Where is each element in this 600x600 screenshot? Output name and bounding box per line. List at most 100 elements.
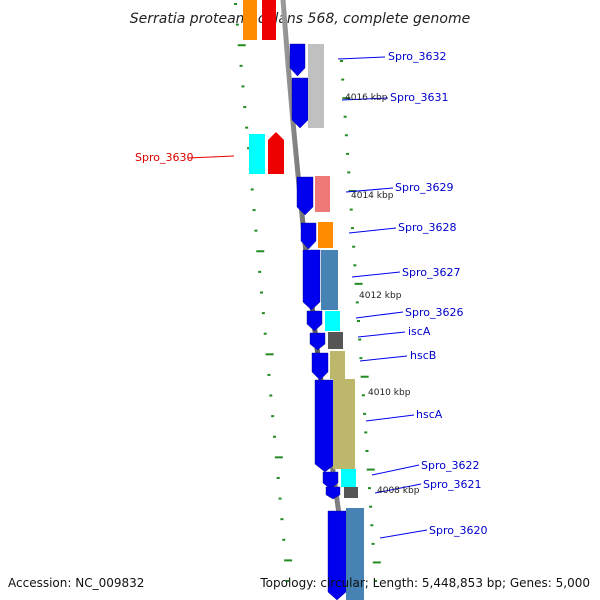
scale-tick [274, 456, 283, 459]
position-label-4012: 4012 kbp [359, 291, 402, 301]
gene-label-hsca[interactable]: hscA [416, 408, 443, 421]
scale-tick [258, 270, 262, 273]
gene-label-spro-3628[interactable]: Spro_3628 [398, 221, 456, 234]
gene-label-spro-3630[interactable]: Spro_3630 [135, 151, 193, 164]
label-leader-line [348, 227, 397, 234]
scale-tick [278, 497, 282, 500]
scale-tick [357, 320, 360, 322]
scale-tick [352, 245, 356, 248]
feature-block-steel [346, 508, 364, 600]
scale-tick [265, 353, 274, 356]
scale-tick [256, 250, 265, 253]
label-leader-line [351, 271, 401, 278]
scale-tick [267, 373, 271, 376]
feature-block-cyan [249, 134, 265, 174]
scale-tick [239, 64, 243, 67]
scale-tick [365, 450, 369, 452]
scale-tick [350, 227, 354, 230]
label-leader-line [187, 155, 235, 159]
scale-tick [271, 415, 275, 418]
gene-arrow-spro-3622 [322, 471, 339, 490]
scale-tick [340, 60, 343, 62]
genome-summary-text: Topology: circular; Length: 5,448,853 bp… [259, 576, 590, 590]
scale-tick [355, 301, 359, 304]
feature-block-gray [308, 44, 324, 128]
scale-tick [366, 468, 375, 471]
scale-tick [342, 97, 351, 100]
feature-block-khaki [330, 351, 345, 379]
label-leader-line [374, 483, 422, 494]
scale-tick [282, 538, 286, 541]
feature-block-cyan [325, 311, 340, 331]
position-label-4010: 4010 kbp [368, 388, 411, 398]
gene-label-hscb[interactable]: hscB [410, 349, 436, 362]
gene-label-spro-3626[interactable]: Spro_3626 [405, 306, 463, 319]
gene-label-spro-3622[interactable]: Spro_3622 [421, 459, 479, 472]
gene-arrow-spro-3631 [291, 77, 309, 129]
gene-label-spro-3631[interactable]: Spro_3631 [390, 91, 448, 104]
scale-tick [360, 375, 369, 378]
scale-tick [235, 23, 239, 26]
scale-tick [359, 357, 363, 360]
scale-tick [361, 394, 365, 397]
gene-label-isca[interactable]: iscA [408, 325, 431, 338]
map-title: Serratia proteamaculans 568, complete ge… [130, 11, 470, 27]
feature-block-pink [315, 176, 330, 212]
scale-tick [243, 106, 247, 109]
gene-label-spro-3621[interactable]: Spro_3621 [423, 478, 481, 491]
scale-tick [372, 561, 381, 564]
scale-tick [286, 580, 289, 582]
scale-tick [250, 188, 254, 191]
gene-arrow-spro-3629 [296, 176, 314, 216]
scale-tick [252, 209, 256, 212]
scale-tick [234, 3, 237, 5]
position-label-4016: 4016 kbp [345, 93, 388, 103]
gene-label-spro-3632[interactable]: Spro_3632 [388, 50, 446, 63]
scale-tick [254, 229, 258, 232]
scale-tick [237, 44, 246, 47]
gene-arrow-spro-3628 [300, 222, 317, 250]
label-leader-line [341, 97, 389, 101]
feature-block-steel [321, 250, 338, 310]
scale-tick [284, 559, 293, 562]
feature-block-orange [243, 0, 257, 40]
gene-arrow-spro-3620 [327, 510, 347, 600]
scale-tick [354, 282, 363, 285]
gene-label-spro-3627[interactable]: Spro_3627 [402, 266, 460, 279]
scale-tick [343, 115, 347, 118]
scale-tick [276, 476, 280, 479]
scale-tick [358, 338, 362, 341]
scale-tick [269, 394, 273, 397]
scale-tick [367, 487, 371, 490]
label-leader-line [371, 464, 420, 476]
scale-tick [245, 126, 249, 129]
gene-label-spro-3629[interactable]: Spro_3629 [395, 181, 453, 194]
scale-tick [273, 435, 276, 438]
feature-block-orange [318, 222, 333, 248]
feature-block-red [262, 0, 276, 40]
label-leaders [187, 56, 428, 539]
scale-tick [364, 431, 368, 434]
label-leader-line [355, 311, 404, 319]
scale-tick [347, 171, 351, 174]
gene-features [243, 0, 364, 600]
scale-tick [346, 152, 350, 155]
scale-tick [263, 332, 267, 335]
gene-arrow-hsca [314, 379, 336, 473]
scale-tick [344, 134, 348, 137]
position-label-4014: 4014 kbp [351, 191, 394, 201]
gene-label-spro-3620[interactable]: Spro_3620 [429, 524, 487, 537]
scale-tick [280, 518, 284, 521]
feature-block-khaki [333, 379, 355, 469]
scale-tick [374, 580, 377, 582]
scale-tick [353, 264, 357, 267]
label-leader-line [337, 56, 386, 60]
position-label-4008: 4008 kbp [377, 486, 420, 496]
scale-tick [260, 291, 263, 294]
gene-arrow-isca [309, 332, 326, 351]
scale-ticks [234, 3, 381, 582]
scale-tick [370, 524, 374, 527]
label-leader-line [357, 331, 406, 338]
